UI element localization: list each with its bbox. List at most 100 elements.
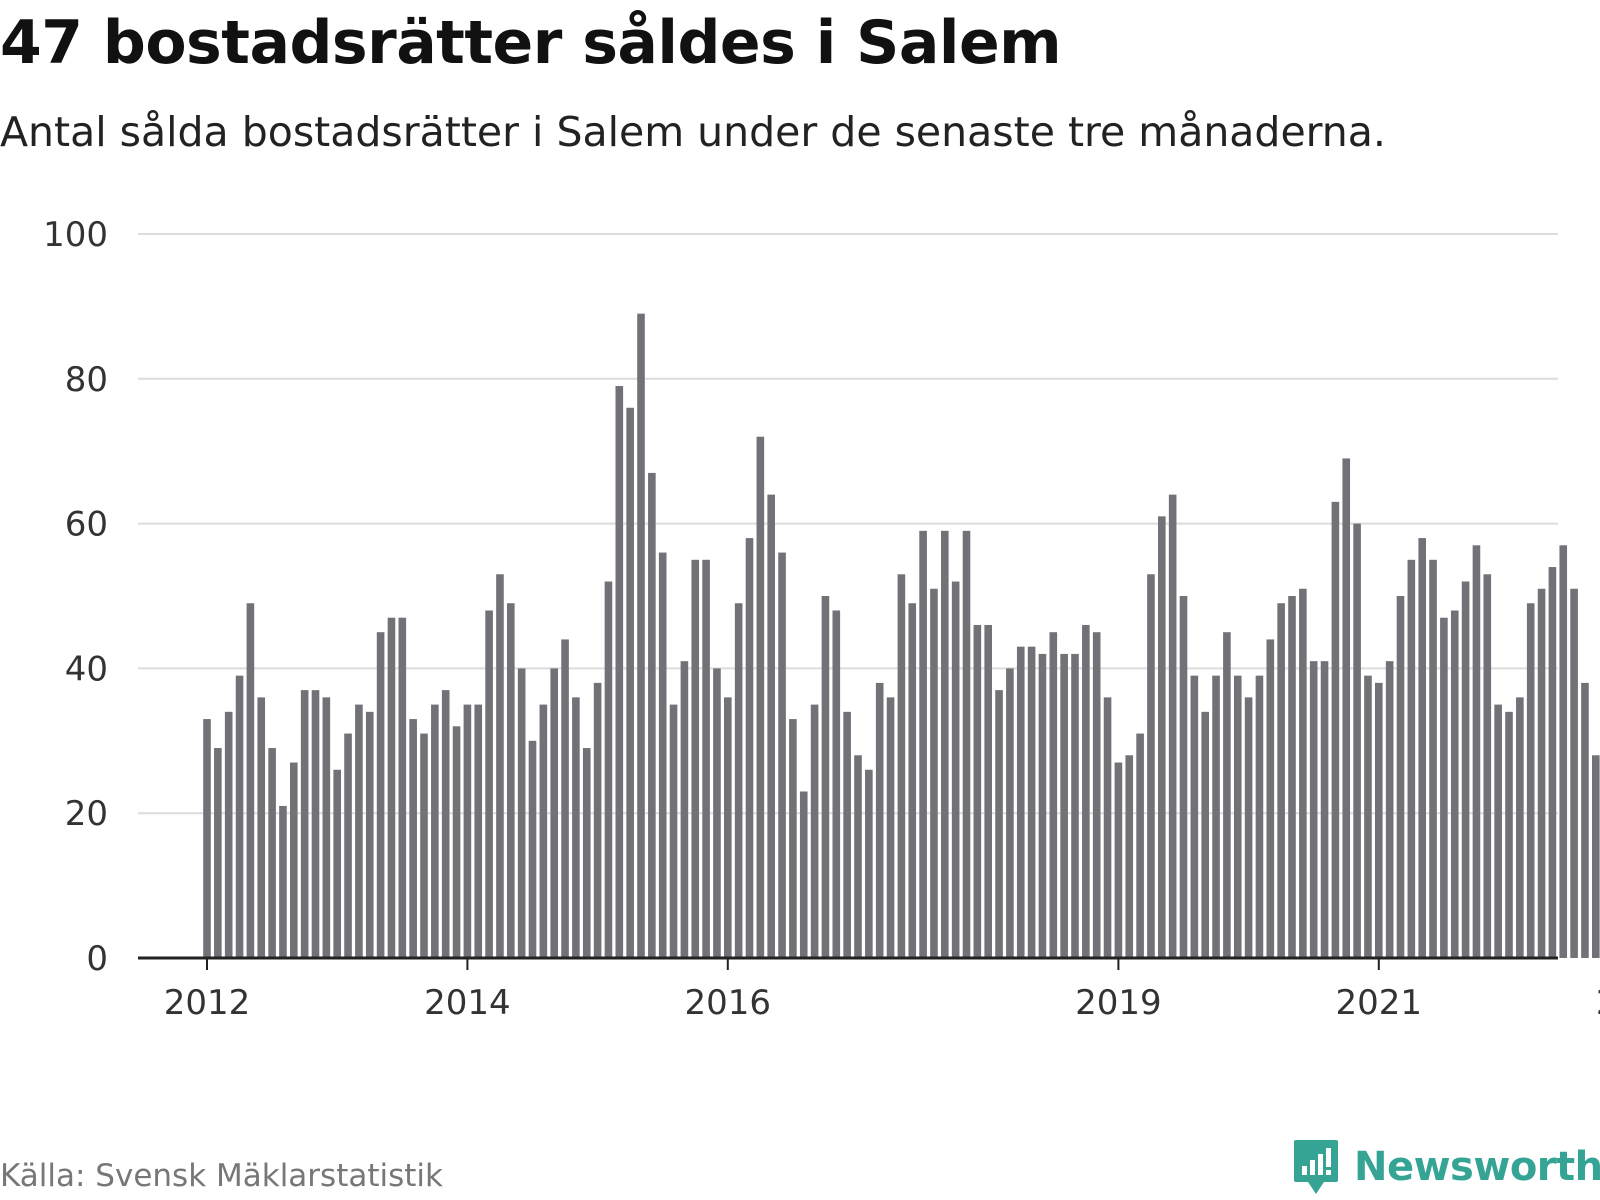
bar xyxy=(1179,596,1188,958)
brand-logo: Newsworthy xyxy=(1292,1138,1600,1196)
bar xyxy=(702,559,710,958)
bar xyxy=(420,733,428,958)
bar xyxy=(1049,632,1058,958)
bar xyxy=(1320,661,1329,958)
bar xyxy=(431,704,439,958)
bar xyxy=(290,762,298,958)
bar xyxy=(908,603,917,958)
bar xyxy=(1483,574,1492,958)
bar xyxy=(1277,603,1285,958)
bar xyxy=(1103,697,1112,958)
bar xyxy=(984,624,992,958)
x-tick-label: 2021 xyxy=(1336,983,1423,1023)
bar xyxy=(724,697,732,958)
y-tick-label: 100 xyxy=(43,215,108,255)
x-tick-label: 2023 xyxy=(1596,983,1600,1023)
bar xyxy=(1223,632,1231,958)
bar xyxy=(1429,559,1437,958)
y-tick-label: 20 xyxy=(65,794,108,834)
bar xyxy=(1288,596,1296,958)
bar xyxy=(951,581,960,958)
bar xyxy=(1266,639,1275,958)
bar xyxy=(257,697,266,958)
bar xyxy=(680,661,689,958)
bar xyxy=(865,769,873,958)
bar xyxy=(409,719,417,958)
y-tick-label: 80 xyxy=(65,360,108,400)
bar xyxy=(322,697,331,958)
bar xyxy=(1418,538,1426,958)
bar xyxy=(1006,668,1014,958)
bar xyxy=(897,574,906,958)
bar xyxy=(398,617,407,958)
bars xyxy=(203,313,1600,959)
brand-name: Newsworthy xyxy=(1354,1144,1600,1190)
bar xyxy=(648,472,656,958)
bar xyxy=(604,581,613,958)
bar xyxy=(1494,704,1502,958)
bar xyxy=(1472,545,1481,958)
bar xyxy=(1375,682,1383,958)
bar xyxy=(333,769,341,958)
bar xyxy=(1505,711,1513,958)
bar xyxy=(821,596,830,958)
source-note: Källa: Svensk Mäklarstatistik xyxy=(0,1158,443,1194)
bar xyxy=(1559,545,1568,958)
bar xyxy=(1038,653,1047,958)
bar xyxy=(1092,632,1101,958)
bar xyxy=(1537,588,1546,958)
bar xyxy=(669,704,678,958)
bar xyxy=(474,704,483,958)
bar xyxy=(300,690,309,958)
bar xyxy=(582,748,591,958)
bar xyxy=(517,668,526,958)
bar xyxy=(365,711,374,958)
bar xyxy=(691,559,700,958)
bar xyxy=(1526,603,1535,958)
bar xyxy=(637,313,645,958)
bar xyxy=(1407,559,1416,958)
bar xyxy=(528,740,537,958)
bar xyxy=(1114,762,1123,958)
bar xyxy=(550,668,558,958)
bar xyxy=(941,530,949,958)
bar xyxy=(832,610,841,958)
bar xyxy=(626,407,634,958)
y-tick-label: 40 xyxy=(65,649,108,689)
bar xyxy=(1168,494,1177,958)
bar xyxy=(875,682,884,958)
bar xyxy=(1331,501,1340,958)
bar xyxy=(843,711,851,958)
bar xyxy=(930,588,938,958)
x-tick-label: 2014 xyxy=(424,983,511,1023)
bar xyxy=(463,704,472,958)
bar xyxy=(973,624,982,958)
bar xyxy=(235,675,244,958)
bar xyxy=(485,610,493,958)
bar xyxy=(854,755,862,958)
bar xyxy=(1570,588,1578,958)
newsworthy-logo-icon xyxy=(1294,1140,1338,1194)
bar xyxy=(1071,653,1079,958)
bar xyxy=(713,668,721,958)
bar xyxy=(995,690,1003,958)
bar xyxy=(1027,646,1036,958)
bar xyxy=(1342,458,1351,958)
bar xyxy=(1396,596,1405,958)
bar xyxy=(1385,661,1394,958)
y-tick-label: 60 xyxy=(65,505,108,545)
bar xyxy=(1060,653,1068,958)
bar xyxy=(1244,697,1253,958)
bar xyxy=(387,617,396,958)
chart-subtitle: Antal sålda bostadsrätter i Salem under … xyxy=(0,108,1386,156)
bar xyxy=(615,386,624,958)
bar xyxy=(1136,733,1144,958)
bar xyxy=(799,791,808,958)
bar xyxy=(778,552,786,958)
chart-title: 47 bostadsrätter såldes i Salem xyxy=(0,8,1062,78)
x-tick-label: 2019 xyxy=(1075,983,1162,1023)
bar xyxy=(593,682,602,958)
bar xyxy=(441,690,450,958)
bar xyxy=(1233,675,1242,958)
bar xyxy=(1299,588,1307,958)
